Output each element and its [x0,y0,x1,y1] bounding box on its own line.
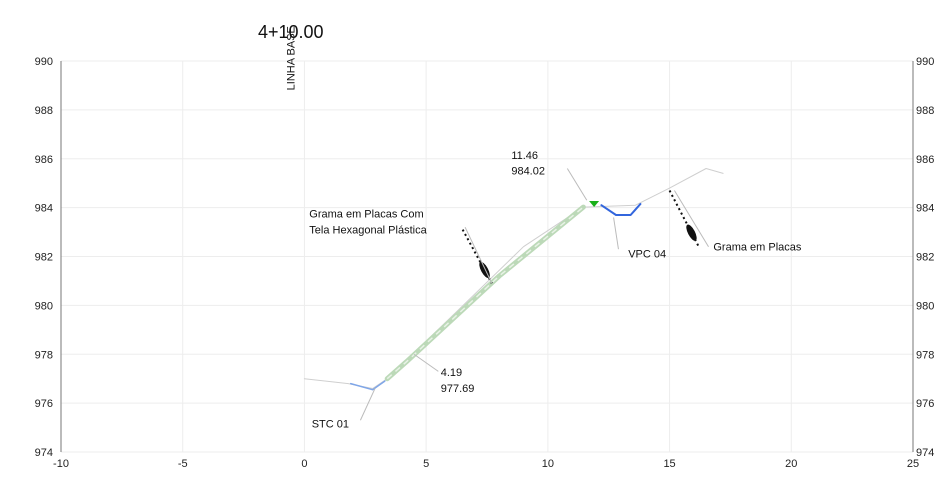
y-tick-label-right: 990 [916,56,934,68]
label-vpc: VPC 04 [628,249,666,261]
x-tick-label: 20 [785,458,797,470]
leader-line [613,217,619,250]
y-tick-label-right: 974 [916,447,934,459]
leader-line [359,388,376,421]
leader-line [413,353,439,372]
x-tick-label: 10 [542,458,554,470]
label-bot-elev: 977.69 [441,383,475,395]
leader-line [566,168,588,201]
y-tick-label-left: 982 [35,252,53,264]
label-grass: Grama em Placas [713,241,802,253]
top-marker [589,200,600,207]
label-bot-offset: 4.19 [441,367,462,379]
drain-channel-line [600,203,642,216]
y-tick-label-right: 980 [916,300,934,312]
grass-symbol [479,261,490,279]
y-tick-label-left: 974 [35,447,53,459]
y-tick-label-right: 986 [916,154,934,166]
series-layer [303,168,724,391]
annotation-layer: LINHA BASE 11.46 984.02 Grama em Placas Com… [286,26,802,430]
leader-line [464,226,493,284]
grass-symbol [686,224,697,241]
y-tick-label-left: 986 [35,154,53,166]
grass-hatch [668,190,700,248]
label-grass-plastic-2: Tela Hexagonal Plástica [309,224,427,236]
y-tick-label-left: 990 [35,56,53,68]
y-tick-label-left: 978 [35,349,53,361]
y-tick-label-left: 976 [35,398,53,410]
x-tick-label: -5 [178,458,188,470]
x-tick-label: 25 [907,458,919,470]
y-tick-label-left: 984 [35,203,53,215]
label-stc: STC 01 [312,419,349,431]
leader-line [674,190,709,247]
label-top-offset: 11.46 [511,150,538,162]
terrain-line [303,168,724,389]
x-tick-label: -10 [53,458,69,470]
station-title: 4+10.00 [258,22,324,42]
label-baseline: LINHA BASE [286,26,298,90]
slope-grass-texture [386,206,584,380]
y-tick-label-left: 980 [35,300,53,312]
x-tick-label: 5 [423,458,429,470]
label-grass-plastic-1: Grama em Placas Com [309,208,423,220]
x-tick-label: 0 [301,458,307,470]
y-tick-label-right: 988 [916,105,934,117]
y-tick-label-right: 982 [916,252,934,264]
y-tick-label-right: 976 [916,398,934,410]
label-top-elev: 984.02 [511,166,545,178]
y-tick-label-right: 984 [916,203,934,215]
grid [60,60,914,453]
axes: 974 974 976 976 978 978 980 980 982 982 984 984 986 9… [35,56,935,470]
y-tick-label-left: 988 [35,105,53,117]
y-tick-label-right: 978 [916,349,934,361]
stc-channel-line [349,380,386,391]
x-tick-label: 15 [663,458,675,470]
